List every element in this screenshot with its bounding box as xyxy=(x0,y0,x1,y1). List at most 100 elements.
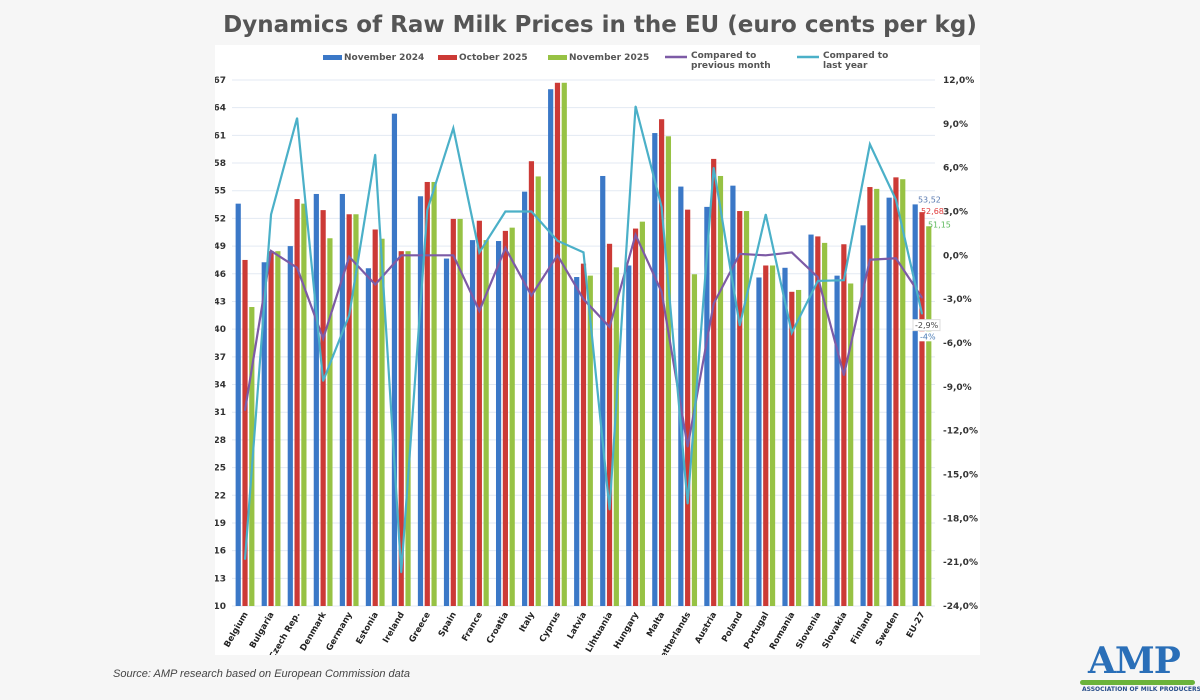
line-point xyxy=(869,143,871,146)
bar-november-2025 xyxy=(275,251,281,606)
line-point xyxy=(322,337,324,340)
line-point xyxy=(738,253,741,255)
y-tick-label: 19 xyxy=(215,519,226,529)
bar-november-2025 xyxy=(926,226,932,607)
bar-november-2024 xyxy=(652,133,658,606)
legend-swatch xyxy=(548,55,567,60)
bar-november-2024 xyxy=(417,196,424,606)
line-point xyxy=(530,294,533,297)
bar-october-2025 xyxy=(841,244,847,606)
bar-november-2024 xyxy=(522,191,528,606)
y-tick-label: 28 xyxy=(215,436,226,446)
category-label: Finland xyxy=(849,611,875,647)
line-point xyxy=(790,331,793,334)
annotation-eu-nov2025: 51,15 xyxy=(928,220,951,229)
annotation-box xyxy=(912,319,941,332)
line-point xyxy=(504,247,507,249)
bar-october-2025 xyxy=(815,236,821,607)
logo-text: AMP xyxy=(1088,640,1181,682)
bar-october-2025 xyxy=(372,229,378,606)
line-point xyxy=(817,280,819,282)
line-point xyxy=(270,250,272,252)
bar-october-2025 xyxy=(476,220,482,606)
legend-label: October 2025 xyxy=(459,53,528,63)
chart-svg: 67 64 61 58 55 52 49 46 43 40 37 34 31 28 25 22 19 16 13 10… xyxy=(215,51,978,655)
line-point xyxy=(869,258,871,261)
bar-october-2025 xyxy=(737,211,743,607)
category-label: Portugal xyxy=(742,610,771,651)
bar-november-2024 xyxy=(808,234,814,606)
category-label: Germany xyxy=(325,610,355,653)
bar-october-2025 xyxy=(632,228,639,606)
bar-october-2025 xyxy=(685,209,691,606)
y-tick-label: 55 xyxy=(215,187,226,197)
line-point xyxy=(712,302,715,305)
category-label: Croatia xyxy=(485,610,511,645)
bar-october-2025 xyxy=(554,82,561,606)
bar-november-2024 xyxy=(678,186,684,606)
category-label: Lihtuania xyxy=(584,610,615,654)
bar-november-2025 xyxy=(743,211,750,607)
line-point xyxy=(530,210,533,213)
bar-november-2024 xyxy=(365,268,372,606)
category-label: Belgium xyxy=(222,610,250,649)
bar-november-2025 xyxy=(327,238,333,606)
category-label: Greece xyxy=(407,610,433,644)
line-point xyxy=(270,213,272,216)
line-point xyxy=(244,558,246,561)
line-point xyxy=(582,298,585,300)
y-tick-label: 64 xyxy=(215,104,226,114)
y-tick-label: 37 xyxy=(215,353,226,363)
bar-october-2025 xyxy=(659,119,665,606)
y-tick-label: 40 xyxy=(215,325,226,335)
y-tick-label: 25 xyxy=(215,464,226,474)
y2-tick-label: -21,0% xyxy=(943,558,978,568)
y-tick-label: 10 xyxy=(215,602,226,612)
category-label: Spain xyxy=(437,611,459,639)
bar-october-2025 xyxy=(763,265,769,606)
category-label: Slovakia xyxy=(821,610,850,650)
bar-november-2025 xyxy=(587,275,593,606)
bar-october-2025 xyxy=(346,214,352,606)
bar-october-2025 xyxy=(528,161,535,606)
bar-october-2025 xyxy=(294,199,300,606)
y-tick-label: 61 xyxy=(215,131,226,141)
bar-november-2024 xyxy=(860,225,866,606)
bar-november-2025 xyxy=(639,221,645,606)
bar-november-2024 xyxy=(443,258,450,606)
line-point xyxy=(244,409,246,412)
line-point xyxy=(660,291,663,293)
chart-panel: 67 64 61 58 55 52 49 46 43 40 37 34 31 28 25 22 19 16 13 10… xyxy=(215,45,980,655)
amp-logo: AMP ASSOCIATION OF MILK PRODUCERS xyxy=(1080,640,1200,697)
line-point xyxy=(817,276,819,279)
annotation-box xyxy=(917,331,937,342)
line-point xyxy=(660,206,663,208)
line-point xyxy=(478,310,481,312)
bar-november-2025 xyxy=(717,175,724,606)
y2-tick-label: 0,0% xyxy=(943,251,968,261)
annotation-eu-oct2025: 52,68 xyxy=(921,207,944,216)
line-point xyxy=(582,251,585,254)
bar-november-2024 xyxy=(391,113,398,606)
line-point xyxy=(426,254,429,257)
y-tick-label: 31 xyxy=(215,408,226,418)
line-point xyxy=(895,257,897,260)
bar-november-2024 xyxy=(548,89,554,606)
annotation-eu-mom: -2,9% xyxy=(915,321,939,330)
category-label: Latvia xyxy=(566,610,589,641)
line-point xyxy=(400,254,403,257)
line-point xyxy=(712,166,715,169)
category-label: Sweden xyxy=(874,611,901,649)
y-tick-label: 46 xyxy=(215,270,226,280)
line-point xyxy=(426,209,429,211)
bar-october-2025 xyxy=(450,218,456,607)
line-point xyxy=(764,213,767,216)
legend-label: Compared to previous month xyxy=(691,51,771,71)
bar-october-2025 xyxy=(424,181,430,607)
y2-tick-label: 9,0% xyxy=(943,120,968,130)
line-point xyxy=(348,255,350,258)
bar-november-2025 xyxy=(379,238,385,606)
bar-november-2025 xyxy=(405,251,411,606)
category-label: Slovenia xyxy=(794,610,823,651)
bar-november-2024 xyxy=(912,204,918,606)
